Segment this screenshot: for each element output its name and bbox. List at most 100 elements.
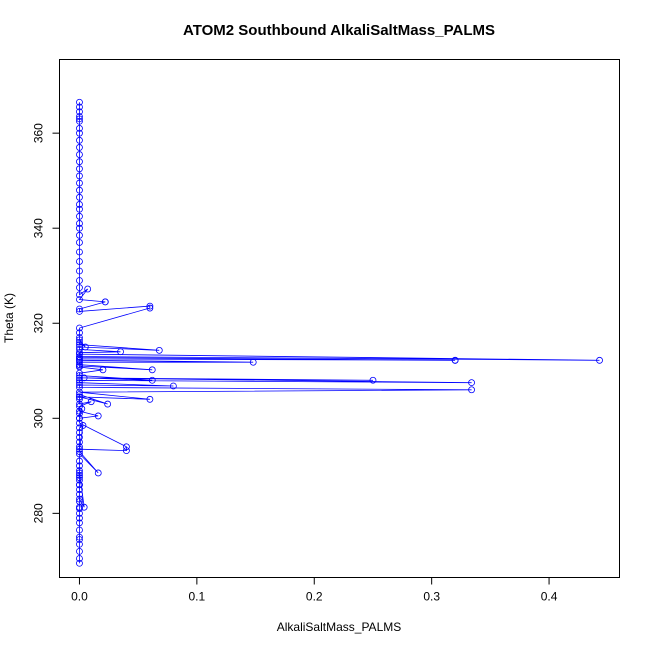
data-point [76,433,83,441]
data-point [76,231,83,239]
data-point [596,356,603,364]
data-point [76,103,83,111]
data-point [76,467,83,474]
y-tick-label: 340 [32,218,46,238]
data-point [76,345,83,353]
data-point [146,395,154,403]
data-point [76,117,83,125]
data-point [84,285,92,293]
data-point [76,334,83,341]
data-point [76,291,83,299]
data-point [76,336,83,344]
data-point [76,462,83,470]
x-axis: 0.0 0.1 0.2 0.3 0.4 [71,577,558,604]
data-point [76,338,83,346]
plot-frame [59,59,620,578]
data-point [123,447,130,455]
data-point [76,407,83,415]
data-point [76,448,83,455]
data-point [123,443,130,451]
data-point [76,186,83,194]
data-point [76,414,83,422]
data-point [76,220,83,227]
data-point [76,393,83,401]
data-point [94,412,102,420]
data-point [76,172,83,180]
data-point [76,540,83,548]
data-point [76,450,83,458]
data-point [76,353,83,360]
data-point [76,125,83,132]
data-point [148,376,156,384]
y-tick-label: 320 [32,313,46,333]
data-point [76,151,83,158]
data-point [76,547,83,555]
data-point [76,424,83,432]
data-point [451,356,459,364]
data-point [101,298,109,306]
data-point [80,503,88,511]
data-point [76,267,83,275]
y-tick-label: 280 [32,503,46,523]
data-point [76,248,83,256]
data-point [76,205,83,213]
data-point [76,457,83,465]
data-point [76,201,83,208]
data-point [148,366,156,374]
data-point [76,307,83,315]
x-tick-label: 0.4 [541,590,558,604]
data-point [76,372,83,379]
x-tick-label: 0.0 [71,590,88,604]
data-point [117,348,124,356]
data-point [76,258,83,265]
data-series [76,98,603,567]
data-point [99,366,107,374]
x-tick-label: 0.2 [306,590,323,604]
data-point [76,384,83,391]
data-point [146,304,154,312]
data-point [76,445,83,453]
data-point [146,302,154,310]
data-point [76,474,83,482]
data-point [76,559,83,567]
data-point [155,346,163,354]
data-point [76,469,83,477]
data-point [76,391,83,398]
data-point [76,158,83,166]
data-point [76,144,83,151]
data-point [76,490,83,498]
data-point [76,329,83,337]
data-point [76,419,83,427]
y-tick-label: 360 [32,123,46,143]
data-point [249,358,257,366]
x-tick-label: 0.1 [189,590,206,604]
data-point [76,381,83,389]
data-point [104,400,112,408]
data-point [79,422,87,429]
data-point [76,533,83,541]
data-point [76,284,83,292]
data-point [169,382,177,390]
data-point [76,388,83,396]
data-point [76,498,83,505]
data-point [76,403,83,410]
data-point [76,179,83,187]
data-point [76,136,83,144]
data-point [76,443,83,451]
data-point [76,519,83,527]
data-point [76,379,83,387]
data-point [76,277,83,284]
data-point [76,514,83,522]
series-line [78,102,600,564]
data-point [76,486,83,493]
data-point [76,193,83,201]
data-point [76,113,83,120]
y-axis-label: Theta (K) [2,293,16,343]
data-point [76,98,83,106]
data-point [468,386,475,394]
data-point [76,212,83,220]
data-point [76,536,83,543]
data-point [76,438,83,446]
data-point [76,526,83,534]
data-point [76,429,83,436]
